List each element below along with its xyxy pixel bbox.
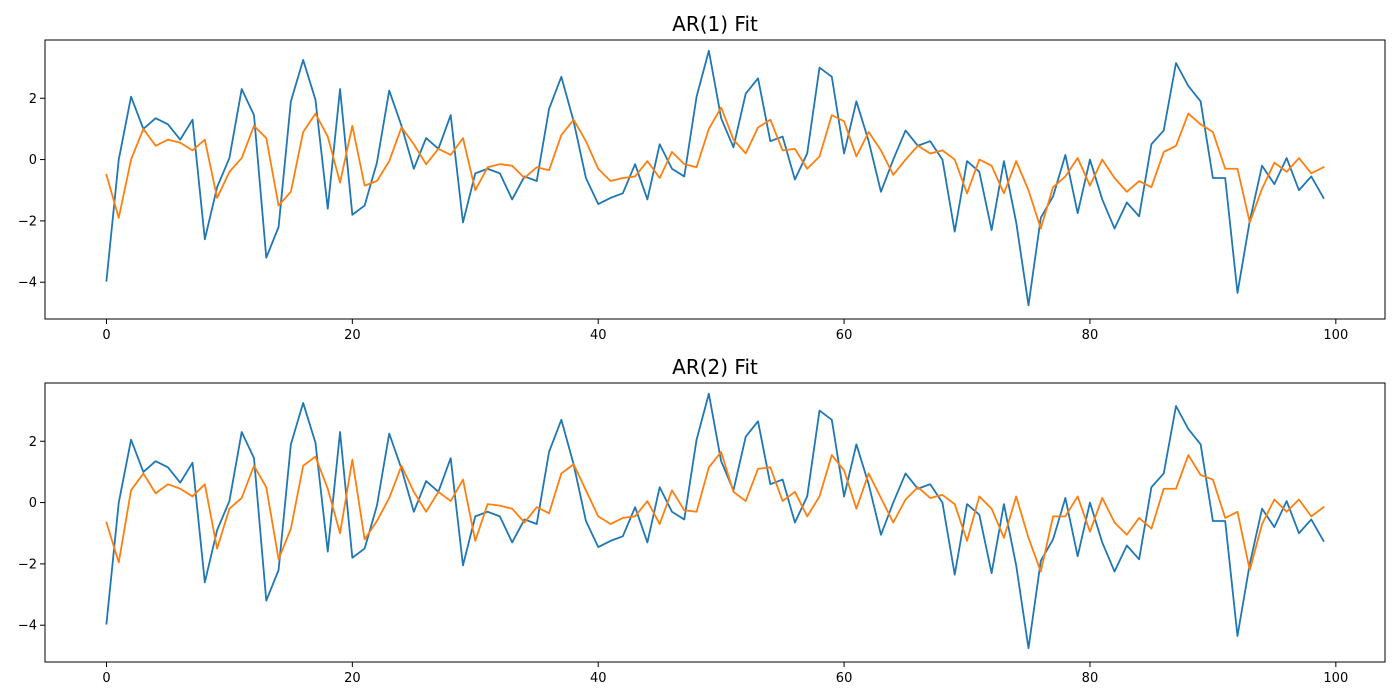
x-tick-label: 100: [1323, 328, 1348, 343]
y-tick-label: 2: [29, 435, 37, 450]
y-axis-ticks: −4 −2 0 2: [18, 435, 45, 634]
x-tick-label: 20: [344, 328, 361, 343]
x-tick-label: 40: [590, 671, 607, 686]
y-axis-ticks: −4 −2 0 2: [18, 92, 45, 291]
chart-title: AR(1) Fit: [672, 12, 758, 36]
y-tick-label: 0: [29, 153, 37, 168]
plot-frame: [44, 39, 1386, 320]
series-line-2: [105, 451, 1325, 573]
x-axis-ticks: 0 20 40 60 80 100: [102, 319, 1348, 343]
x-tick-label: 20: [344, 671, 361, 686]
series-line-1: [105, 392, 1325, 650]
chart-title: AR(2) Fit: [672, 355, 758, 379]
y-tick-label: −2: [18, 214, 37, 229]
series-line-1: [105, 49, 1325, 307]
plot-frame: [44, 382, 1386, 663]
x-tick-label: 100: [1323, 671, 1348, 686]
x-tick-label: 60: [836, 328, 853, 343]
x-tick-label: 80: [1082, 328, 1099, 343]
x-axis-ticks: 0 20 40 60 80 100: [102, 662, 1348, 686]
y-tick-label: −4: [18, 276, 37, 291]
x-tick-label: 40: [590, 328, 607, 343]
series-layer: [105, 392, 1325, 650]
y-tick-label: −2: [18, 557, 37, 572]
x-tick-label: 0: [102, 671, 110, 686]
chart-ar2: AR(2) Fit 0 20 40 60 80 100 −4 −2 0 2: [18, 355, 1386, 686]
y-tick-label: 2: [29, 92, 37, 107]
series-line-2: [105, 106, 1325, 230]
x-tick-label: 60: [836, 671, 853, 686]
y-tick-label: 0: [29, 496, 37, 511]
y-tick-label: −4: [18, 619, 37, 634]
x-tick-label: 0: [102, 328, 110, 343]
x-tick-label: 80: [1082, 671, 1099, 686]
series-layer: [105, 49, 1325, 307]
chart-ar1: AR(1) Fit 0 20 40 60 80 100 −4 −2 0 2: [18, 12, 1386, 343]
